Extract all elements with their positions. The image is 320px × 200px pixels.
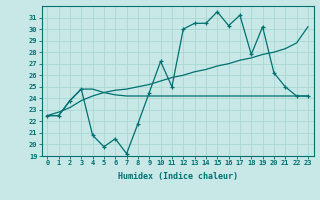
X-axis label: Humidex (Indice chaleur): Humidex (Indice chaleur) (118, 172, 237, 181)
